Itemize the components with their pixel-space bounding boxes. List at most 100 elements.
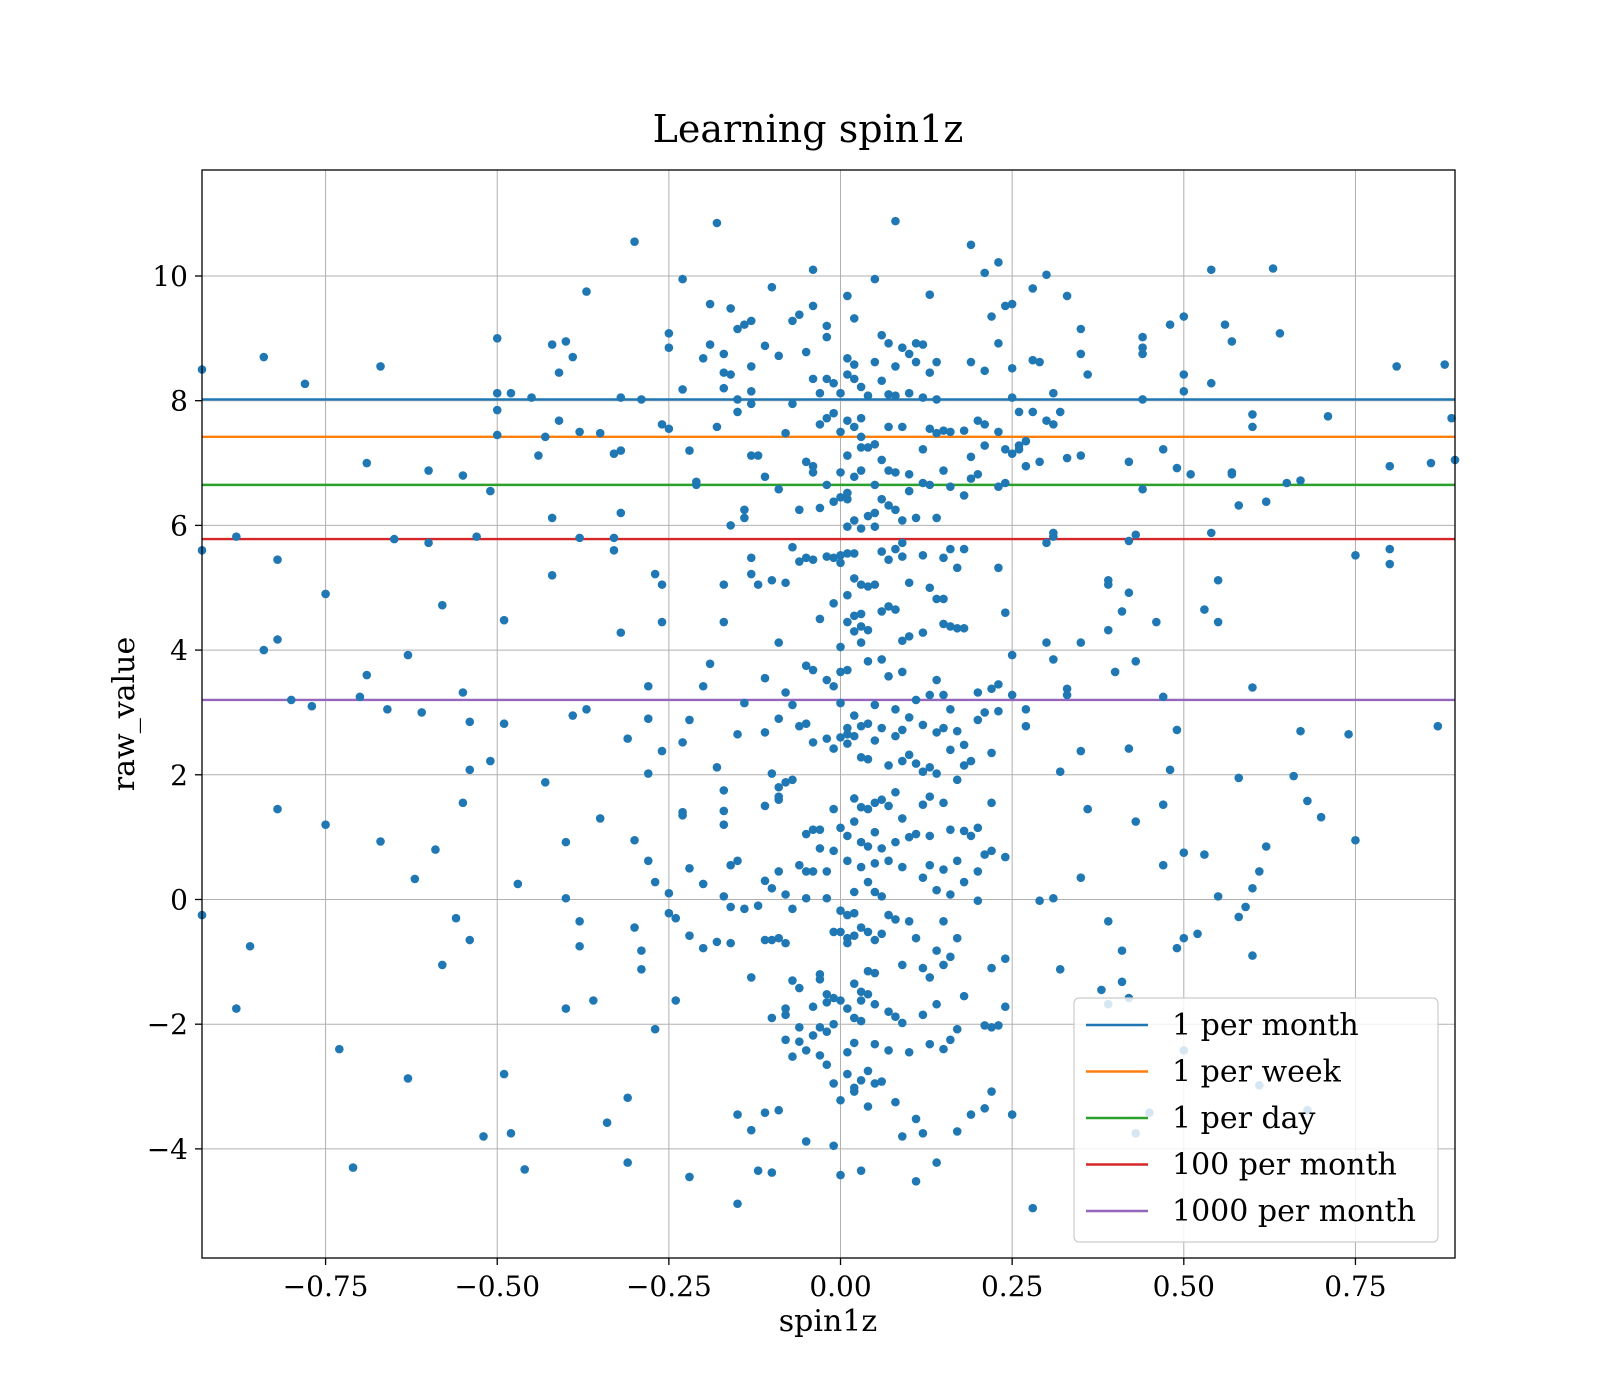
scatter-point	[808, 665, 818, 675]
scatter-point	[904, 578, 914, 588]
scatter-point	[1172, 725, 1182, 735]
scatter-point	[1062, 291, 1072, 301]
scatter-point	[1062, 690, 1072, 700]
scatter-point	[870, 274, 880, 284]
scatter-point	[822, 989, 832, 999]
scatter-point	[1124, 588, 1134, 598]
scatter-point	[273, 804, 282, 814]
scatter-point	[966, 831, 976, 841]
scatter-point	[774, 1105, 784, 1115]
scatter-point	[637, 946, 646, 955]
scatter-point	[760, 728, 770, 737]
scatter-point	[499, 1069, 509, 1079]
scatter-point	[973, 823, 983, 833]
scatter-point	[987, 798, 996, 808]
scatter-point	[829, 378, 838, 388]
scatter-point	[767, 769, 777, 778]
scatter-point	[1000, 608, 1010, 617]
scatter-point	[1248, 683, 1257, 692]
scatter-point	[1447, 413, 1456, 423]
scatter-point	[1049, 420, 1058, 429]
scatter-point	[856, 1166, 866, 1176]
scatter-point	[870, 999, 880, 1009]
scatter-point	[980, 441, 989, 450]
scatter-point	[829, 1019, 838, 1029]
scatter-point	[1323, 411, 1333, 421]
scatter-point	[946, 544, 955, 554]
scatter-point	[1049, 388, 1058, 398]
scatter-point	[946, 622, 955, 631]
scatter-point	[994, 339, 1003, 348]
scatter-point	[458, 688, 468, 697]
scatter-point	[1028, 1203, 1038, 1213]
scatter-point	[870, 859, 880, 868]
scatter-point	[884, 1007, 893, 1017]
scatter-point	[856, 1076, 866, 1085]
scatter-point	[904, 917, 914, 926]
scatter-point	[1440, 360, 1450, 369]
scatter-point	[808, 555, 818, 564]
scatter-point	[795, 505, 804, 515]
scatter-point	[870, 357, 880, 367]
scatter-point	[959, 826, 969, 836]
scatter-point	[335, 1044, 344, 1054]
scatter-point	[952, 623, 962, 633]
scatter-point	[877, 795, 887, 805]
scatter-point	[726, 938, 735, 948]
scatter-point	[705, 659, 715, 669]
scatter-point	[980, 1104, 989, 1113]
scatter-point	[678, 385, 687, 394]
scatter-point	[870, 580, 880, 589]
scatter-point	[760, 935, 770, 945]
scatter-point	[733, 1199, 742, 1209]
scatter-point	[836, 906, 845, 916]
scatter-point	[877, 376, 887, 386]
scatter-point	[891, 837, 900, 847]
scatter-point	[245, 941, 255, 951]
scatter-point	[1014, 407, 1024, 417]
scatter-point	[891, 505, 900, 515]
scatter-point	[801, 457, 811, 467]
scatter-point	[884, 801, 893, 811]
scatter-point	[1000, 852, 1010, 862]
scatter-point	[458, 471, 468, 480]
scatter-point	[932, 594, 941, 604]
scatter-point	[1186, 469, 1195, 479]
legend-label: 1 per month	[1172, 1008, 1359, 1043]
scatter-point	[492, 430, 502, 440]
scatter-point	[952, 1024, 962, 1034]
scatter-point	[568, 711, 578, 720]
scatter-point	[589, 996, 598, 1005]
scatter-point	[740, 505, 749, 515]
scatter-point	[849, 979, 859, 988]
scatter-point	[602, 1118, 612, 1128]
legend: 1 per month 1 per week 1 per day 100 per mo…	[1073, 997, 1439, 1243]
scatter-point	[863, 1102, 873, 1111]
scatter-point	[1076, 451, 1086, 460]
scatter-point	[232, 1004, 241, 1013]
scatter-point	[1007, 690, 1017, 700]
scatter-point	[671, 913, 681, 923]
y-tick-label: 10	[152, 260, 188, 293]
scatter-point	[582, 287, 591, 296]
scatter-point	[822, 1060, 832, 1070]
scatter-point	[767, 935, 777, 945]
scatter-point	[856, 638, 866, 647]
scatter-point	[918, 340, 928, 349]
scatter-point	[939, 553, 948, 563]
scatter-point	[856, 837, 866, 847]
scatter-point	[795, 860, 804, 870]
scatter-point	[925, 1039, 935, 1049]
scatter-point	[1076, 638, 1086, 647]
scatter-point	[808, 461, 818, 471]
scatter-point	[849, 574, 859, 583]
scatter-point	[438, 960, 447, 970]
scatter-point	[795, 557, 804, 566]
scatter-point	[637, 965, 646, 974]
scatter-point	[1206, 378, 1216, 388]
scatter-point	[863, 966, 873, 976]
scatter-point	[740, 698, 749, 708]
scatter-point	[870, 700, 880, 710]
scatter-point	[1179, 312, 1189, 321]
scatter-point	[815, 974, 825, 984]
